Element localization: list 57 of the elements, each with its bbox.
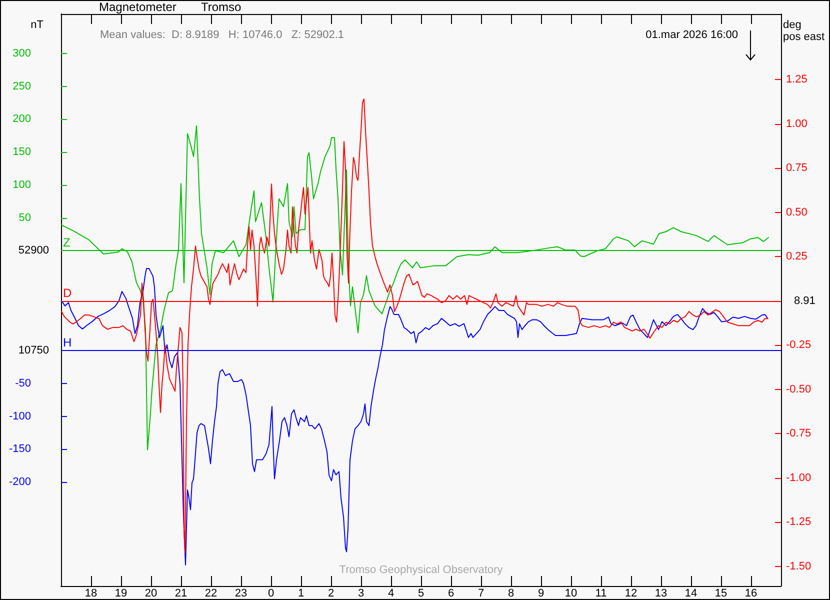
y-tick-label: 50 bbox=[18, 212, 31, 224]
y-tick-label: 250 bbox=[12, 80, 31, 92]
ref-line-label: H bbox=[63, 336, 72, 350]
x-tick-label: 8 bbox=[508, 588, 514, 600]
y-axis-title: nT bbox=[30, 19, 44, 31]
x-tick-label: 19 bbox=[114, 588, 128, 600]
x-tick-label: 2 bbox=[328, 588, 334, 600]
x-tick-label: 15 bbox=[714, 588, 728, 600]
ref-line-label: D bbox=[63, 286, 72, 300]
x-tick-label: 3 bbox=[358, 588, 364, 600]
x-tick-label: 12 bbox=[624, 588, 638, 600]
text: 8.91 bbox=[794, 294, 816, 307]
x-tick-label: 7 bbox=[478, 588, 484, 600]
x-tick-label: 6 bbox=[448, 588, 454, 600]
y3-tick-label: -0.50 bbox=[786, 383, 812, 396]
y3-tick-label: -0.25 bbox=[786, 339, 812, 352]
y3-tick-label: -1.50 bbox=[786, 560, 812, 573]
y3-tick-label: 0.75 bbox=[786, 162, 808, 174]
y3-tick-label: 0.25 bbox=[786, 250, 808, 263]
x-tick-label: 0 bbox=[268, 588, 274, 600]
text: 10750 bbox=[18, 344, 49, 357]
y-tick-label: 200 bbox=[12, 113, 31, 126]
y-tick-label: 100 bbox=[12, 178, 31, 191]
chart-subtitle: Tromso bbox=[201, 0, 242, 14]
y3-tick-label: -1.25 bbox=[786, 516, 812, 528]
y2-tick-label: -150 bbox=[8, 443, 31, 456]
x-tick-label: 1 bbox=[298, 588, 304, 600]
x-tick-label: 13 bbox=[654, 588, 668, 600]
x-tick-label: 4 bbox=[388, 588, 394, 600]
y3-tick-label: 1.00 bbox=[786, 118, 808, 130]
x-tick-label: 16 bbox=[744, 588, 758, 600]
y3-tick-label: -0.75 bbox=[786, 428, 812, 440]
x-tick-label: 20 bbox=[144, 588, 158, 600]
chart-title: Magnetometer bbox=[99, 0, 176, 14]
x-tick-label: 9 bbox=[538, 588, 544, 600]
x-tick-label: 14 bbox=[684, 588, 698, 600]
y3-axis-title: deg pos east bbox=[783, 19, 825, 43]
x-tick-label: 10 bbox=[564, 588, 578, 600]
text: 52900 bbox=[18, 244, 49, 257]
y-tick-label: 300 bbox=[12, 47, 31, 60]
x-tick-label: 11 bbox=[595, 588, 607, 600]
x-tick-label: 5 bbox=[418, 588, 424, 600]
y3-tick-label: 1.25 bbox=[786, 74, 808, 86]
ref-line-label: Z bbox=[63, 236, 70, 250]
y3-tick-label: 0.50 bbox=[786, 206, 808, 218]
x-tick-label: 18 bbox=[84, 588, 98, 600]
y2-tick-label: -100 bbox=[8, 410, 31, 422]
annotation: Tromso Geophysical Observatory bbox=[339, 564, 504, 576]
x-tick-label: 22 bbox=[204, 588, 218, 600]
x-tick-label: 21 bbox=[174, 588, 188, 600]
annotation: 01.mar 2026 16:00 bbox=[646, 29, 738, 41]
y-tick-label: 150 bbox=[12, 146, 31, 158]
x-tick-label: 23 bbox=[234, 588, 248, 600]
y3-tick-label: -1.00 bbox=[786, 472, 812, 484]
annotation: Mean values: D: 8.9189 H: 10746.0 Z: 52902.1 bbox=[100, 29, 344, 41]
y2-tick-label: -50 bbox=[15, 378, 31, 390]
y2-tick-label: -200 bbox=[8, 476, 31, 488]
